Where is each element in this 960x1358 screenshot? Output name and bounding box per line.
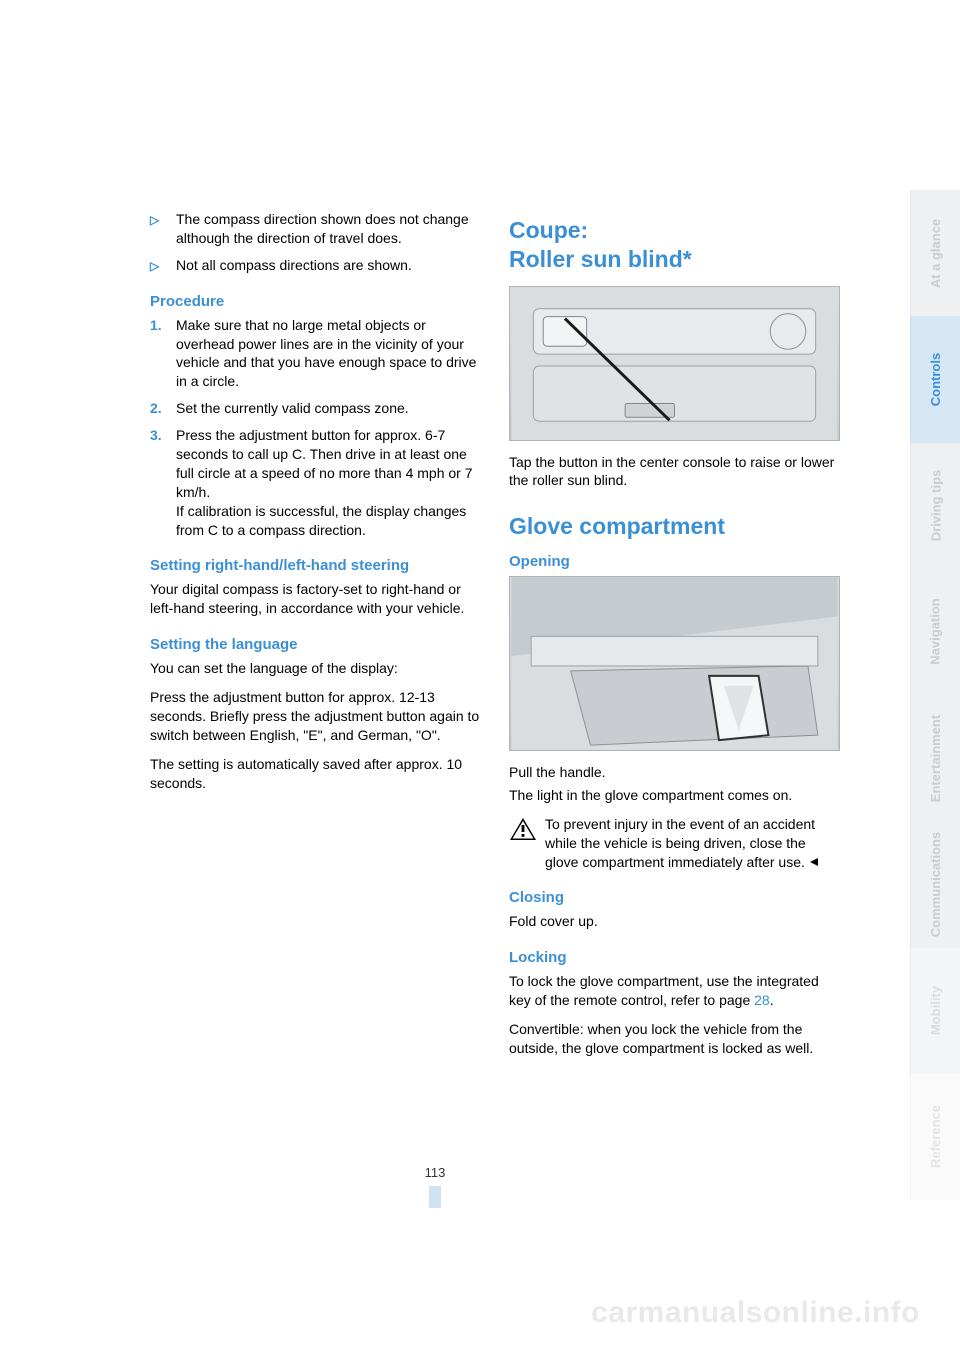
list-item: ▷ The compass direction shown does not c… [150, 210, 481, 248]
page-number-block: 113 [0, 1164, 870, 1208]
tab-label: Driving tips [928, 470, 943, 542]
list-item-text: Set the currently valid compass zone. [176, 399, 481, 418]
tab-entertainment[interactable]: Entertainment [910, 695, 960, 821]
procedure-heading: Procedure [150, 293, 481, 310]
tab-reference[interactable]: Reference [910, 1074, 960, 1200]
warning-block: To prevent injury in the event of an acc… [509, 815, 840, 872]
triangle-marker-icon: ▷ [150, 210, 176, 248]
glove-heading: Glove compartment [509, 512, 840, 541]
tab-label: Controls [928, 353, 943, 406]
list-item-text: Press the adjustment button for approx. … [176, 426, 481, 539]
tab-mobility[interactable]: Mobility [910, 948, 960, 1074]
opening-p2: The light in the glove compartment comes… [509, 786, 840, 805]
page-number: 113 [425, 1165, 446, 1184]
warning-text: To prevent injury in the event of an acc… [545, 815, 840, 872]
warning-triangle-icon [509, 817, 537, 841]
tab-label: Entertainment [928, 714, 943, 801]
glove-compartment-figure [509, 576, 840, 751]
steering-heading: Setting right-hand/left-hand steering [150, 557, 481, 574]
console-illustration-icon [510, 287, 839, 440]
page-number-bar [429, 1186, 441, 1208]
language-p2: Press the adjustment button for approx. … [150, 688, 481, 745]
coupe-heading: Coupe: Roller sun blind* [509, 216, 840, 274]
closing-body: Fold cover up. [509, 912, 840, 931]
list-item: 2. Set the currently valid compass zone. [150, 399, 481, 418]
tab-label: Communications [928, 832, 943, 937]
locking-p1-text-b: . [770, 992, 774, 1008]
procedure-list: 1. Make sure that no large metal objects… [150, 316, 481, 540]
tab-label: Reference [928, 1105, 943, 1168]
locking-p1: To lock the glove compartment, use the i… [509, 972, 840, 1010]
list-item-text: Make sure that no large metal objects or… [176, 316, 481, 392]
list-item: 1. Make sure that no large metal objects… [150, 316, 481, 392]
steering-body: Your digital compass is factory-set to r… [150, 580, 481, 618]
closing-heading: Closing [509, 889, 840, 906]
list-item-text: The compass direction shown does not cha… [176, 210, 481, 248]
compass-issue-list: ▷ The compass direction shown does not c… [150, 210, 481, 275]
locking-p2: Convertible: when you lock the vehicle f… [509, 1020, 840, 1058]
step-number: 1. [150, 316, 176, 392]
roller-blind-figure [509, 286, 840, 441]
locking-heading: Locking [509, 949, 840, 966]
list-item: 3. Press the adjustment button for appro… [150, 426, 481, 539]
opening-heading: Opening [509, 553, 840, 570]
end-marker-icon [809, 857, 819, 867]
tab-navigation[interactable]: Navigation [910, 569, 960, 695]
tab-label: At a glance [928, 218, 943, 287]
step-number: 2. [150, 399, 176, 418]
tab-communications[interactable]: Communications [910, 821, 960, 947]
step-number: 3. [150, 426, 176, 539]
language-p3: The setting is automatically saved after… [150, 755, 481, 793]
language-heading: Setting the language [150, 636, 481, 653]
glove-illustration-icon [510, 577, 839, 750]
tab-driving-tips[interactable]: Driving tips [910, 443, 960, 569]
tab-controls[interactable]: Controls [910, 316, 960, 442]
page-xref[interactable]: 28 [754, 992, 770, 1008]
warning-text-content: To prevent injury in the event of an acc… [545, 816, 815, 870]
coupe-caption: Tap the button in the center console to … [509, 453, 840, 491]
list-item: ▷ Not all compass directions are shown. [150, 256, 481, 275]
tab-label: Navigation [928, 599, 943, 665]
triangle-marker-icon: ▷ [150, 256, 176, 275]
language-p1: You can set the language of the display: [150, 659, 481, 678]
opening-p1: Pull the handle. [509, 763, 840, 782]
section-tabs-sidebar: At a glance Controls Driving tips Naviga… [910, 190, 960, 1200]
tab-at-a-glance[interactable]: At a glance [910, 190, 960, 316]
tab-label: Mobility [928, 986, 943, 1035]
list-item-text: Not all compass directions are shown. [176, 256, 481, 275]
watermark: carmanualsonline.info [591, 1296, 920, 1330]
